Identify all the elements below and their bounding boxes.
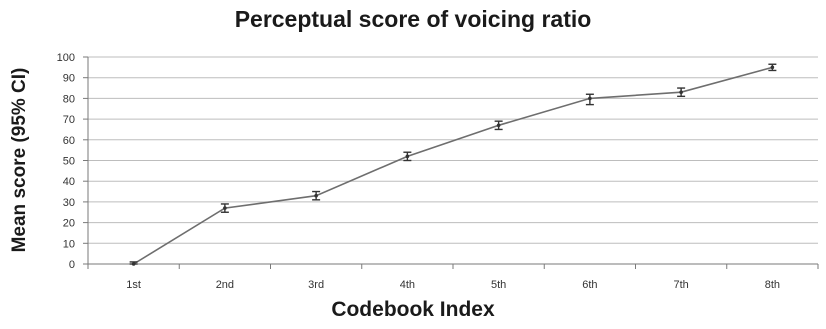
y-tick-label: 60 xyxy=(63,135,75,147)
x-tick-label: 3rd xyxy=(308,279,324,291)
y-tick-label: 80 xyxy=(63,93,75,105)
data-point xyxy=(405,154,410,159)
data-point xyxy=(770,65,775,70)
y-tick-label: 70 xyxy=(63,114,75,126)
x-tick-label: 2nd xyxy=(216,279,234,291)
data-point xyxy=(496,123,501,128)
y-tick-label: 90 xyxy=(63,73,75,85)
y-tick-label: 30 xyxy=(63,197,75,209)
data-point xyxy=(314,193,318,198)
y-tick-label: 10 xyxy=(63,238,75,250)
y-tick-label: 20 xyxy=(63,218,75,230)
data-point xyxy=(131,262,136,266)
data-point xyxy=(679,90,683,94)
data-point xyxy=(588,96,592,101)
y-tick-label: 0 xyxy=(69,259,75,271)
x-tick-label: 8th xyxy=(765,279,780,291)
y-tick-label: 100 xyxy=(57,52,75,64)
y-tick-label: 40 xyxy=(63,176,75,188)
series-line xyxy=(133,66,773,265)
chart-title: Perceptual score of voicing ratio xyxy=(234,6,592,32)
x-tick-label: 5th xyxy=(491,279,506,291)
data-point xyxy=(223,206,227,210)
x-tick-label: 7th xyxy=(673,279,688,291)
x-tick-label: 6th xyxy=(582,279,597,291)
x-axis-label: Codebook Index xyxy=(331,298,495,321)
x-tick-label: 4th xyxy=(400,279,415,291)
x-tick-label: 1st xyxy=(126,279,141,291)
y-tick-label: 50 xyxy=(63,156,75,168)
